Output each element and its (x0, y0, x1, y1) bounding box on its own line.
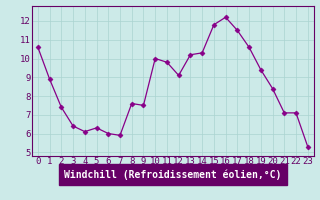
X-axis label: Windchill (Refroidissement éolien,°C): Windchill (Refroidissement éolien,°C) (64, 169, 282, 180)
